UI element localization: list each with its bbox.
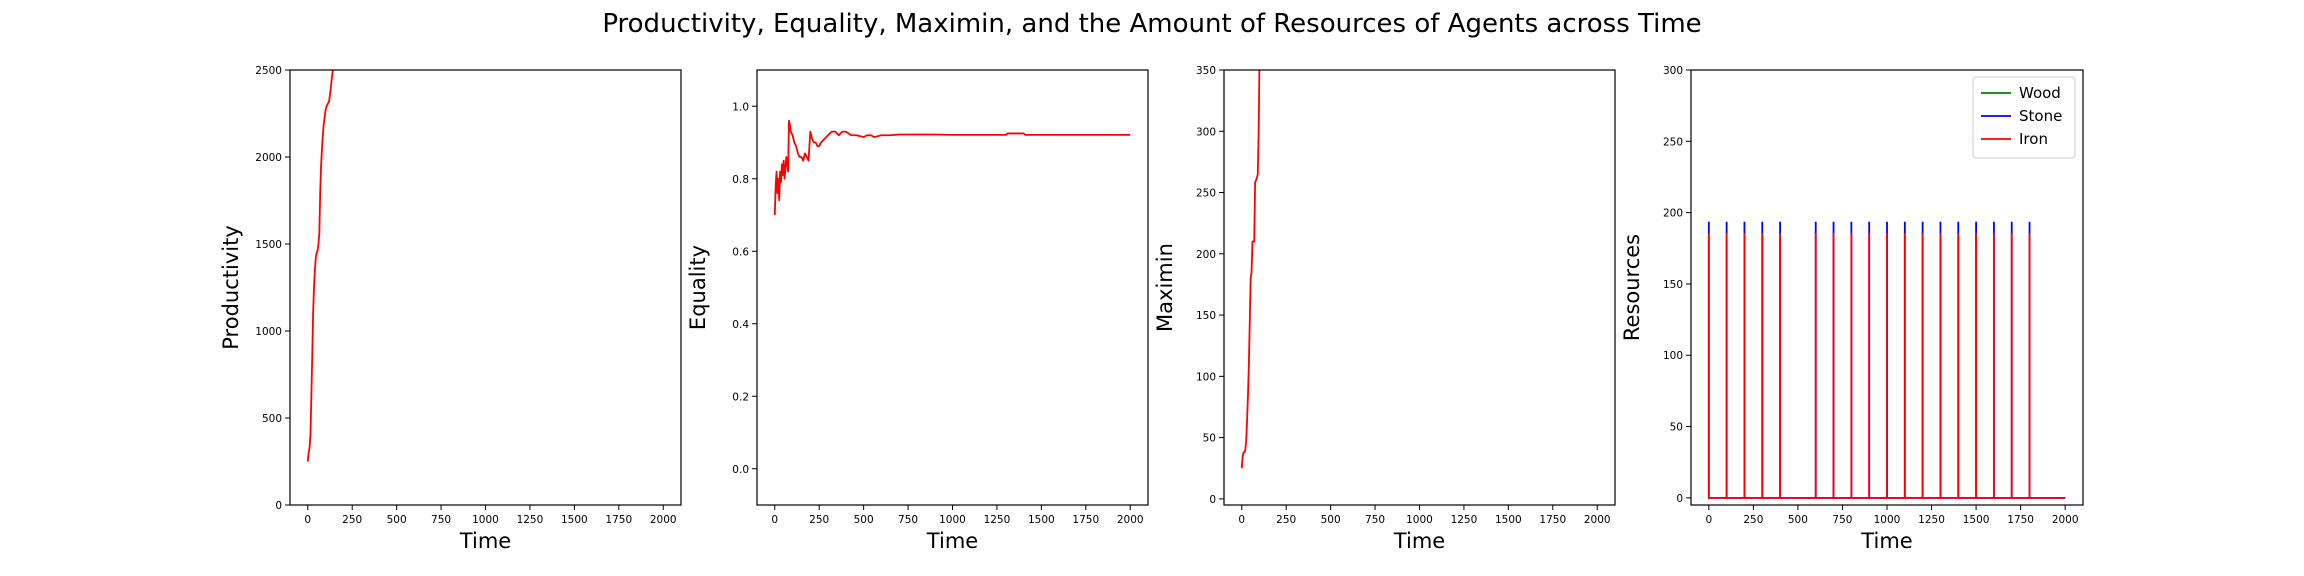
- x-tick-label: 2000: [650, 514, 677, 526]
- y-tick-label: 0.4: [732, 319, 749, 331]
- series-line-1: [1240, 70, 1261, 469]
- y-tick-label: 300: [1663, 65, 1683, 77]
- legend-label-wood: Wood: [2019, 84, 2061, 102]
- x-tick-label: 500: [854, 514, 874, 526]
- x-tick-label: 750: [1832, 514, 1852, 526]
- y-tick-label: 2000: [255, 152, 282, 164]
- x-tick-label: 250: [342, 514, 362, 526]
- x-tick-label: 1750: [1072, 514, 1099, 526]
- plot-area: [1707, 221, 2066, 499]
- legend-box: [1972, 76, 2076, 159]
- y-tick-label: 200: [1663, 208, 1683, 220]
- x-tick-label: 0: [1705, 514, 1712, 526]
- y-tick-label: 2500: [255, 65, 282, 77]
- legend-label-iron: Iron: [2019, 130, 2048, 148]
- y-tick-label: 150: [1663, 279, 1683, 291]
- x-tick-label: 1000: [472, 514, 499, 526]
- y-tick-label: 150: [1196, 310, 1216, 322]
- y-tick-label: 0: [275, 500, 282, 512]
- x-tick-label: 1000: [1406, 514, 1433, 526]
- y-axis-label: Resources: [1620, 234, 1644, 341]
- y-tick-label: 0.6: [732, 246, 749, 258]
- y-axis-label: Maximin: [1153, 243, 1177, 332]
- x-tick-label: 0: [1238, 514, 1245, 526]
- y-tick-label: 200: [1196, 249, 1216, 261]
- x-tick-label: 1250: [517, 514, 544, 526]
- y-tick-label: 250: [1663, 136, 1683, 148]
- x-tick-label: 1250: [1451, 514, 1478, 526]
- x-tick-label: 1250: [1918, 514, 1945, 526]
- x-axis-label: Time: [1393, 529, 1445, 553]
- x-axis-label: Time: [926, 529, 978, 553]
- x-tick-label: 2000: [1117, 514, 1144, 526]
- x-tick-label: 1250: [984, 514, 1011, 526]
- y-axis-label: Equality: [686, 245, 710, 330]
- x-tick-label: 2000: [1584, 514, 1611, 526]
- y-axis-label: Productivity: [219, 225, 243, 350]
- plot-area: [306, 70, 334, 462]
- y-tick-label: 50: [1670, 422, 1683, 434]
- x-tick-label: 1000: [939, 514, 966, 526]
- y-tick-label: 1500: [255, 239, 282, 251]
- y-tick-label: 500: [262, 413, 282, 425]
- x-tick-label: 1500: [1963, 514, 1990, 526]
- x-tick-label: 1500: [1495, 514, 1522, 526]
- chart-panel-3: 0 250 500 750 1000 1250 1500 1750 2000 0 50 100 150 2…: [1153, 65, 1616, 553]
- x-tick-label: 250: [809, 514, 829, 526]
- x-tick-label: 1750: [2007, 514, 2034, 526]
- chart-panel-2: 0 250 500 750 1000 1250 1500 1750 2000 0.0 0.2 0.4 0…: [686, 69, 1149, 553]
- y-tick-label: 0.0: [732, 464, 749, 476]
- x-axis-label: Time: [1860, 529, 1912, 553]
- y-tick-label: 0: [1209, 494, 1216, 506]
- x-tick-label: 750: [1365, 514, 1385, 526]
- x-tick-label: 500: [1788, 514, 1808, 526]
- legend: Wood Stone Iron: [1972, 76, 2076, 159]
- y-tick-label: 350: [1196, 65, 1216, 77]
- chart-panel-1: 0 250 500 750 1000 1250 1500 1750 2000 0 500 1000 15…: [219, 65, 682, 553]
- x-tick-label: 0: [771, 514, 778, 526]
- plot-area: [1240, 70, 1261, 469]
- series-line-1: [306, 70, 334, 462]
- y-tick-label: 100: [1663, 350, 1683, 362]
- y-tick-label: 1.0: [732, 101, 749, 113]
- x-tick-label: 1000: [1874, 514, 1901, 526]
- x-tick-label: 250: [1276, 514, 1296, 526]
- x-tick-label: 1750: [1539, 514, 1566, 526]
- x-tick-label: 250: [1743, 514, 1763, 526]
- y-tick-label: 0.8: [732, 174, 749, 186]
- x-tick-label: 500: [387, 514, 407, 526]
- y-tick-label: 0.2: [732, 391, 749, 403]
- x-tick-label: 500: [1321, 514, 1341, 526]
- x-tick-label: 1750: [605, 514, 632, 526]
- y-tick-label: 300: [1196, 126, 1216, 138]
- plot-area: [773, 119, 1131, 216]
- series-line-1: [773, 119, 1131, 216]
- y-tick-label: 100: [1196, 371, 1216, 383]
- x-tick-label: 0: [304, 514, 311, 526]
- y-tick-label: 0: [1676, 493, 1683, 505]
- x-tick-label: 750: [898, 514, 918, 526]
- series-line-iron: [1707, 233, 2066, 499]
- x-axis-label: Time: [459, 529, 511, 553]
- x-tick-label: 2000: [2052, 514, 2079, 526]
- legend-label-stone: Stone: [2019, 107, 2062, 125]
- figure-title: Productivity, Equality, Maximin, and the…: [602, 9, 1701, 39]
- x-tick-label: 1500: [1028, 514, 1055, 526]
- y-tick-label: 250: [1196, 188, 1216, 200]
- y-tick-label: 50: [1203, 433, 1216, 445]
- x-tick-label: 750: [431, 514, 451, 526]
- x-tick-label: 1500: [561, 514, 588, 526]
- y-tick-label: 1000: [255, 326, 282, 338]
- chart-panel-4: 0 250 500 750 1000 1250 1500 1750 2000 0 50 100 150 2…: [1620, 65, 2084, 553]
